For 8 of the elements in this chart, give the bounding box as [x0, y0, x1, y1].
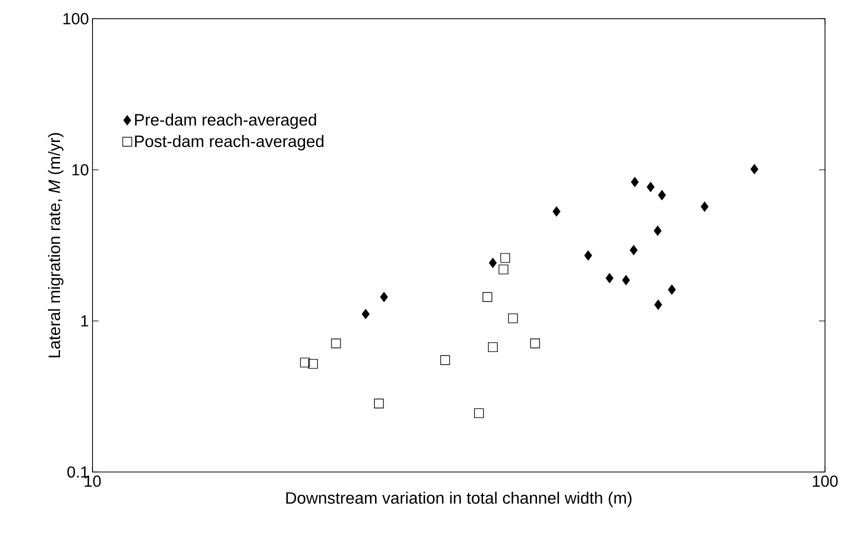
y-tick-label: 100 [64, 13, 88, 24]
legend-label: Post-dam reach-averaged [135, 135, 324, 150]
y-tick-label: 0.1 [67, 466, 88, 478]
y-tick-label: 1 [81, 315, 88, 326]
legend-label: Pre-dam reach-averaged [135, 114, 316, 129]
y-axis-title: Lateral migration rate, M (m/yr) [48, 133, 64, 358]
x-axis-title: Downstream variation in total channel width (m) [286, 492, 632, 508]
y-tick-label: 10 [72, 164, 88, 176]
